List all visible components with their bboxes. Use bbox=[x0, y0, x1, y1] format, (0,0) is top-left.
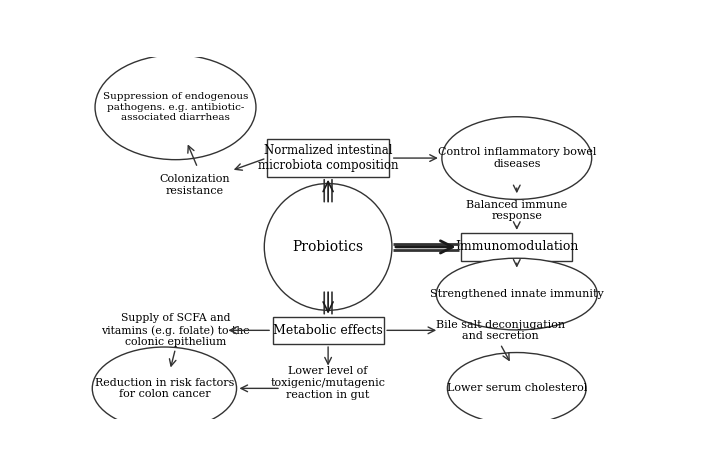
Text: Probiotics: Probiotics bbox=[293, 240, 364, 254]
Text: Lower level of
toxigenic/mutagenic
reaction in gut: Lower level of toxigenic/mutagenic react… bbox=[271, 366, 386, 399]
Text: Suppression of endogenous
pathogens. e.g. antibiotic-
associated diarrheas: Suppression of endogenous pathogens. e.g… bbox=[103, 92, 248, 122]
Text: Supply of SCFA and
vitamins (e.g. folate) to the
colonic epithelium: Supply of SCFA and vitamins (e.g. folate… bbox=[101, 313, 250, 347]
Ellipse shape bbox=[264, 184, 392, 310]
Text: Strengthened innate immunity: Strengthened innate immunity bbox=[430, 289, 604, 299]
Ellipse shape bbox=[448, 352, 586, 424]
Text: Reduction in risk factors
for colon cancer: Reduction in risk factors for colon canc… bbox=[95, 378, 234, 399]
Ellipse shape bbox=[95, 55, 256, 160]
FancyBboxPatch shape bbox=[273, 317, 384, 344]
Text: Immunomodulation: Immunomodulation bbox=[455, 240, 579, 253]
FancyBboxPatch shape bbox=[267, 139, 390, 177]
Ellipse shape bbox=[436, 258, 597, 330]
Text: Colonization
resistance: Colonization resistance bbox=[160, 174, 231, 196]
Text: Lower serum cholesterol: Lower serum cholesterol bbox=[447, 383, 587, 393]
Text: Bile salt deconjugation
and secretion: Bile salt deconjugation and secretion bbox=[435, 319, 565, 341]
Text: Control inflammatory bowel
diseases: Control inflammatory bowel diseases bbox=[437, 147, 596, 169]
FancyBboxPatch shape bbox=[461, 233, 572, 260]
Ellipse shape bbox=[442, 117, 591, 199]
Ellipse shape bbox=[92, 347, 236, 430]
Text: Normalized intestinal
microbiota composition: Normalized intestinal microbiota composi… bbox=[258, 144, 398, 172]
Text: Balanced immune
response: Balanced immune response bbox=[466, 200, 567, 221]
Text: Metabolic effects: Metabolic effects bbox=[274, 324, 383, 337]
